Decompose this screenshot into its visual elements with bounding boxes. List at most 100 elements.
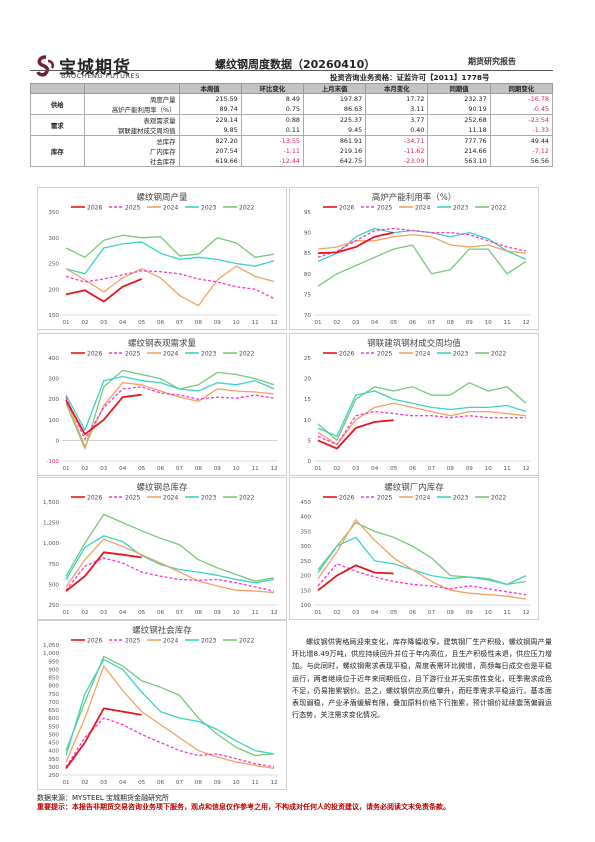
legend-label: 2025 — [125, 205, 140, 212]
legend-label: 2026 — [87, 495, 102, 502]
y-tick-label: 250 — [48, 773, 59, 779]
table-cell: 9.45 — [302, 125, 367, 136]
table-cell: 3.11 — [365, 104, 429, 115]
chart-plant-inventory: 螺纹钢厂内库存 2026 2025 2024 2023 2022 100 150 200 250 3… — [300, 482, 530, 616]
x-tick-label: 06 — [157, 610, 165, 616]
series-line-2026 — [65, 278, 142, 303]
table-cell: 214.66 — [427, 146, 491, 156]
y-tick-label: 500 — [48, 732, 59, 738]
x-tick-label: 10 — [485, 320, 493, 326]
table-cell: 86.63 — [302, 104, 367, 115]
analysis-summary: 螺纹钢供需格局迎来变化，库存降幅收窄，建筑钢厂生产积极，螺纹钢周产量环比增8.4… — [292, 637, 552, 720]
table-cell: -23.54 — [489, 114, 554, 125]
row-group-label: 需求 — [30, 114, 85, 136]
x-tick-label: 03 — [100, 780, 108, 786]
series-line-2024 — [317, 234, 527, 254]
x-tick-label: 04 — [371, 320, 379, 326]
legend-label: 2026 — [339, 351, 354, 358]
table-cell: 563.10 — [427, 156, 491, 167]
y-tick-label: 300 — [48, 765, 59, 771]
table-cell: 49.44 — [489, 135, 554, 146]
header-divider — [30, 70, 553, 71]
x-tick-label: 02 — [333, 320, 340, 326]
summary-data-table: 本周值 环比变化 上月末值 本月变化 同期值 同期变化 供给 周度产量 215.59… — [30, 83, 554, 167]
x-tick-label: 12 — [522, 466, 529, 472]
x-tick-label: 11 — [252, 780, 260, 786]
disclaimer-note: 重要提示：本报告非期货交易咨询业务项下服务，观点和信息仅作参考之用，不构成对任何… — [37, 803, 450, 811]
y-tick-label: 500 — [48, 582, 59, 588]
table-cell: -34.71 — [365, 135, 429, 146]
series-line-2026 — [317, 419, 394, 450]
table-body: 供给 周度产量 215.59 8.49 197.87 17.72 232.37 -16.78 高… — [30, 93, 554, 167]
table-cell: -1.11 — [240, 146, 304, 156]
y-tick-label: 0 — [307, 459, 311, 465]
chart-panel-transactions: 钢联建筑钢材成交周均值 2026 2025 2024 2023 2022 0 5 10 15 20 2… — [289, 333, 539, 476]
x-tick-label: 05 — [390, 466, 398, 472]
x-tick-label: 01 — [62, 610, 70, 616]
series-line-2024 — [65, 382, 275, 448]
table-cell: 197.87 — [302, 93, 367, 104]
x-tick-label: 02 — [81, 466, 88, 472]
x-tick-label: 02 — [81, 320, 88, 326]
series-line-2023 — [65, 658, 275, 756]
y-tick-label: 900 — [48, 667, 59, 673]
series-line-2023 — [317, 390, 527, 437]
row-item-label: 社会库存 — [83, 156, 180, 167]
x-tick-label: 09 — [214, 610, 222, 616]
legend-label: 2024 — [415, 205, 430, 212]
x-tick-label: 08 — [195, 320, 203, 326]
y-tick-label: 90 — [304, 231, 312, 237]
chart-title: 钢联建筑钢材成交周均值 — [367, 338, 461, 349]
chart-social-inventory: 螺纹钢社会库存 2026 2025 2024 2023 2022 250 300 350 400 4… — [43, 625, 278, 786]
table-cell: 207.54 — [178, 146, 242, 156]
legend-label: 2024 — [415, 351, 430, 358]
table-row: 库存 总库存 827.20 -13.55 861.91 -34.71 777.76 49.44 — [30, 135, 554, 167]
chart-title: 螺纹钢总库存 — [136, 482, 188, 493]
x-tick-label: 11 — [252, 610, 260, 616]
chart-blast-furnace-utilization: 高炉产能利用率（%） 2026 2025 2024 2023 2022 70 75 80 85 90… — [304, 192, 530, 326]
x-tick-label: 10 — [485, 466, 493, 472]
x-tick-label: 12 — [270, 780, 277, 786]
x-tick-label: 08 — [447, 466, 455, 472]
legend-label: 2026 — [87, 351, 102, 358]
legend-label: 2025 — [125, 351, 140, 358]
legend-label: 2025 — [377, 205, 392, 212]
column-header: 本月变化 — [365, 83, 429, 94]
x-tick-label: 07 — [428, 320, 436, 326]
x-tick-label: 09 — [466, 320, 474, 326]
chart-title: 高炉产能利用率（%） — [372, 192, 457, 203]
table-cell: 219.16 — [302, 146, 367, 156]
chart-panel-social-inventory: 螺纹钢社会库存 2026 2025 2024 2023 2022 250 300 350 400 4… — [37, 620, 287, 790]
chart-panel-total-inventory: 螺纹钢总库存 2026 2025 2024 2023 2022 250 500 750 1,000… — [37, 477, 287, 620]
legend-label: 2022 — [239, 638, 254, 645]
x-tick-label: 07 — [428, 466, 436, 472]
x-tick-label: 01 — [62, 466, 70, 472]
table-cell: 89.74 — [178, 104, 242, 115]
y-tick-label: 150 — [300, 588, 311, 594]
legend-label: 2023 — [201, 351, 216, 358]
series-line-2025 — [65, 717, 275, 768]
series-line-2022 — [317, 382, 527, 442]
report-title: 螺纹钢周度数据（20260410） — [215, 58, 376, 71]
y-tick-label: 350 — [48, 210, 59, 216]
x-tick-label: 01 — [314, 610, 322, 616]
x-tick-label: 01 — [62, 780, 70, 786]
series-line-2022 — [65, 369, 275, 450]
y-tick-label: 1,250 — [43, 521, 59, 527]
x-tick-label: 04 — [371, 610, 379, 616]
table-cell: 9.85 — [178, 125, 242, 136]
y-tick-label: 1,500 — [43, 500, 59, 506]
legend-label: 2025 — [125, 495, 140, 502]
y-tick-label: 550 — [48, 724, 59, 730]
series-line-2025 — [317, 563, 527, 596]
y-tick-label: 450 — [300, 500, 311, 506]
y-tick-label: 300 — [300, 544, 311, 550]
x-tick-label: 12 — [522, 610, 529, 616]
y-tick-label: 1,000 — [43, 541, 59, 547]
chart-title: 螺纹钢社会库存 — [132, 625, 192, 636]
x-tick-label: 04 — [119, 780, 127, 786]
row-group-label: 供给 — [30, 93, 85, 115]
x-tick-label: 09 — [214, 466, 222, 472]
x-tick-label: 08 — [195, 610, 203, 616]
table-row: 需求 表观需求量 229.14 0.88 225.37 3.77 252.68 -23.54 — [30, 114, 554, 136]
